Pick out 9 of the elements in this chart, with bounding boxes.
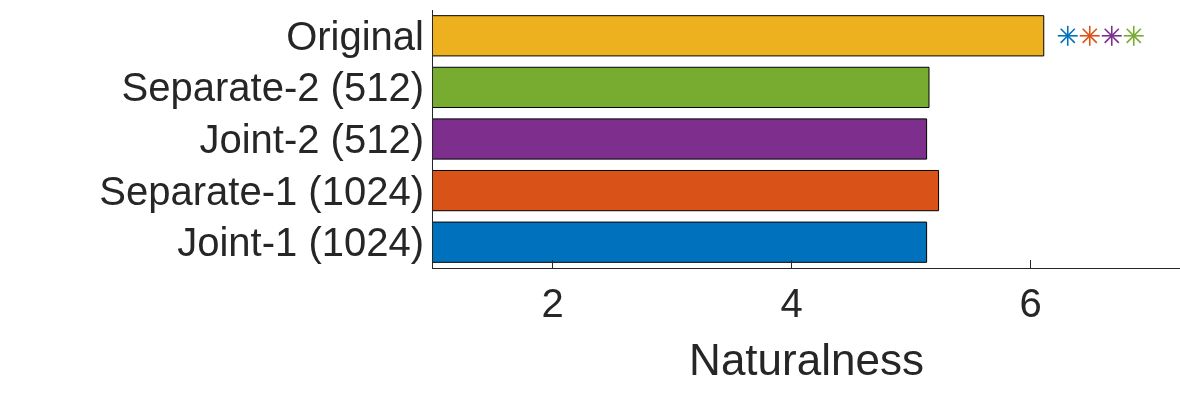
- y-tick-label: Joint-1 (1024): [177, 220, 424, 265]
- y-tick-label: Joint-2 (512): [199, 117, 424, 161]
- x-axis-title: Naturalness: [689, 335, 924, 385]
- x-tick-label: 2: [541, 281, 564, 325]
- y-tick-label: Original: [286, 13, 424, 58]
- x-tick-label: 4: [780, 281, 803, 325]
- x-tick-label: 6: [1019, 281, 1042, 325]
- y-tick-label: Separate-1 (1024): [99, 168, 424, 213]
- y-tick-label: Separate-2 (512): [121, 65, 424, 110]
